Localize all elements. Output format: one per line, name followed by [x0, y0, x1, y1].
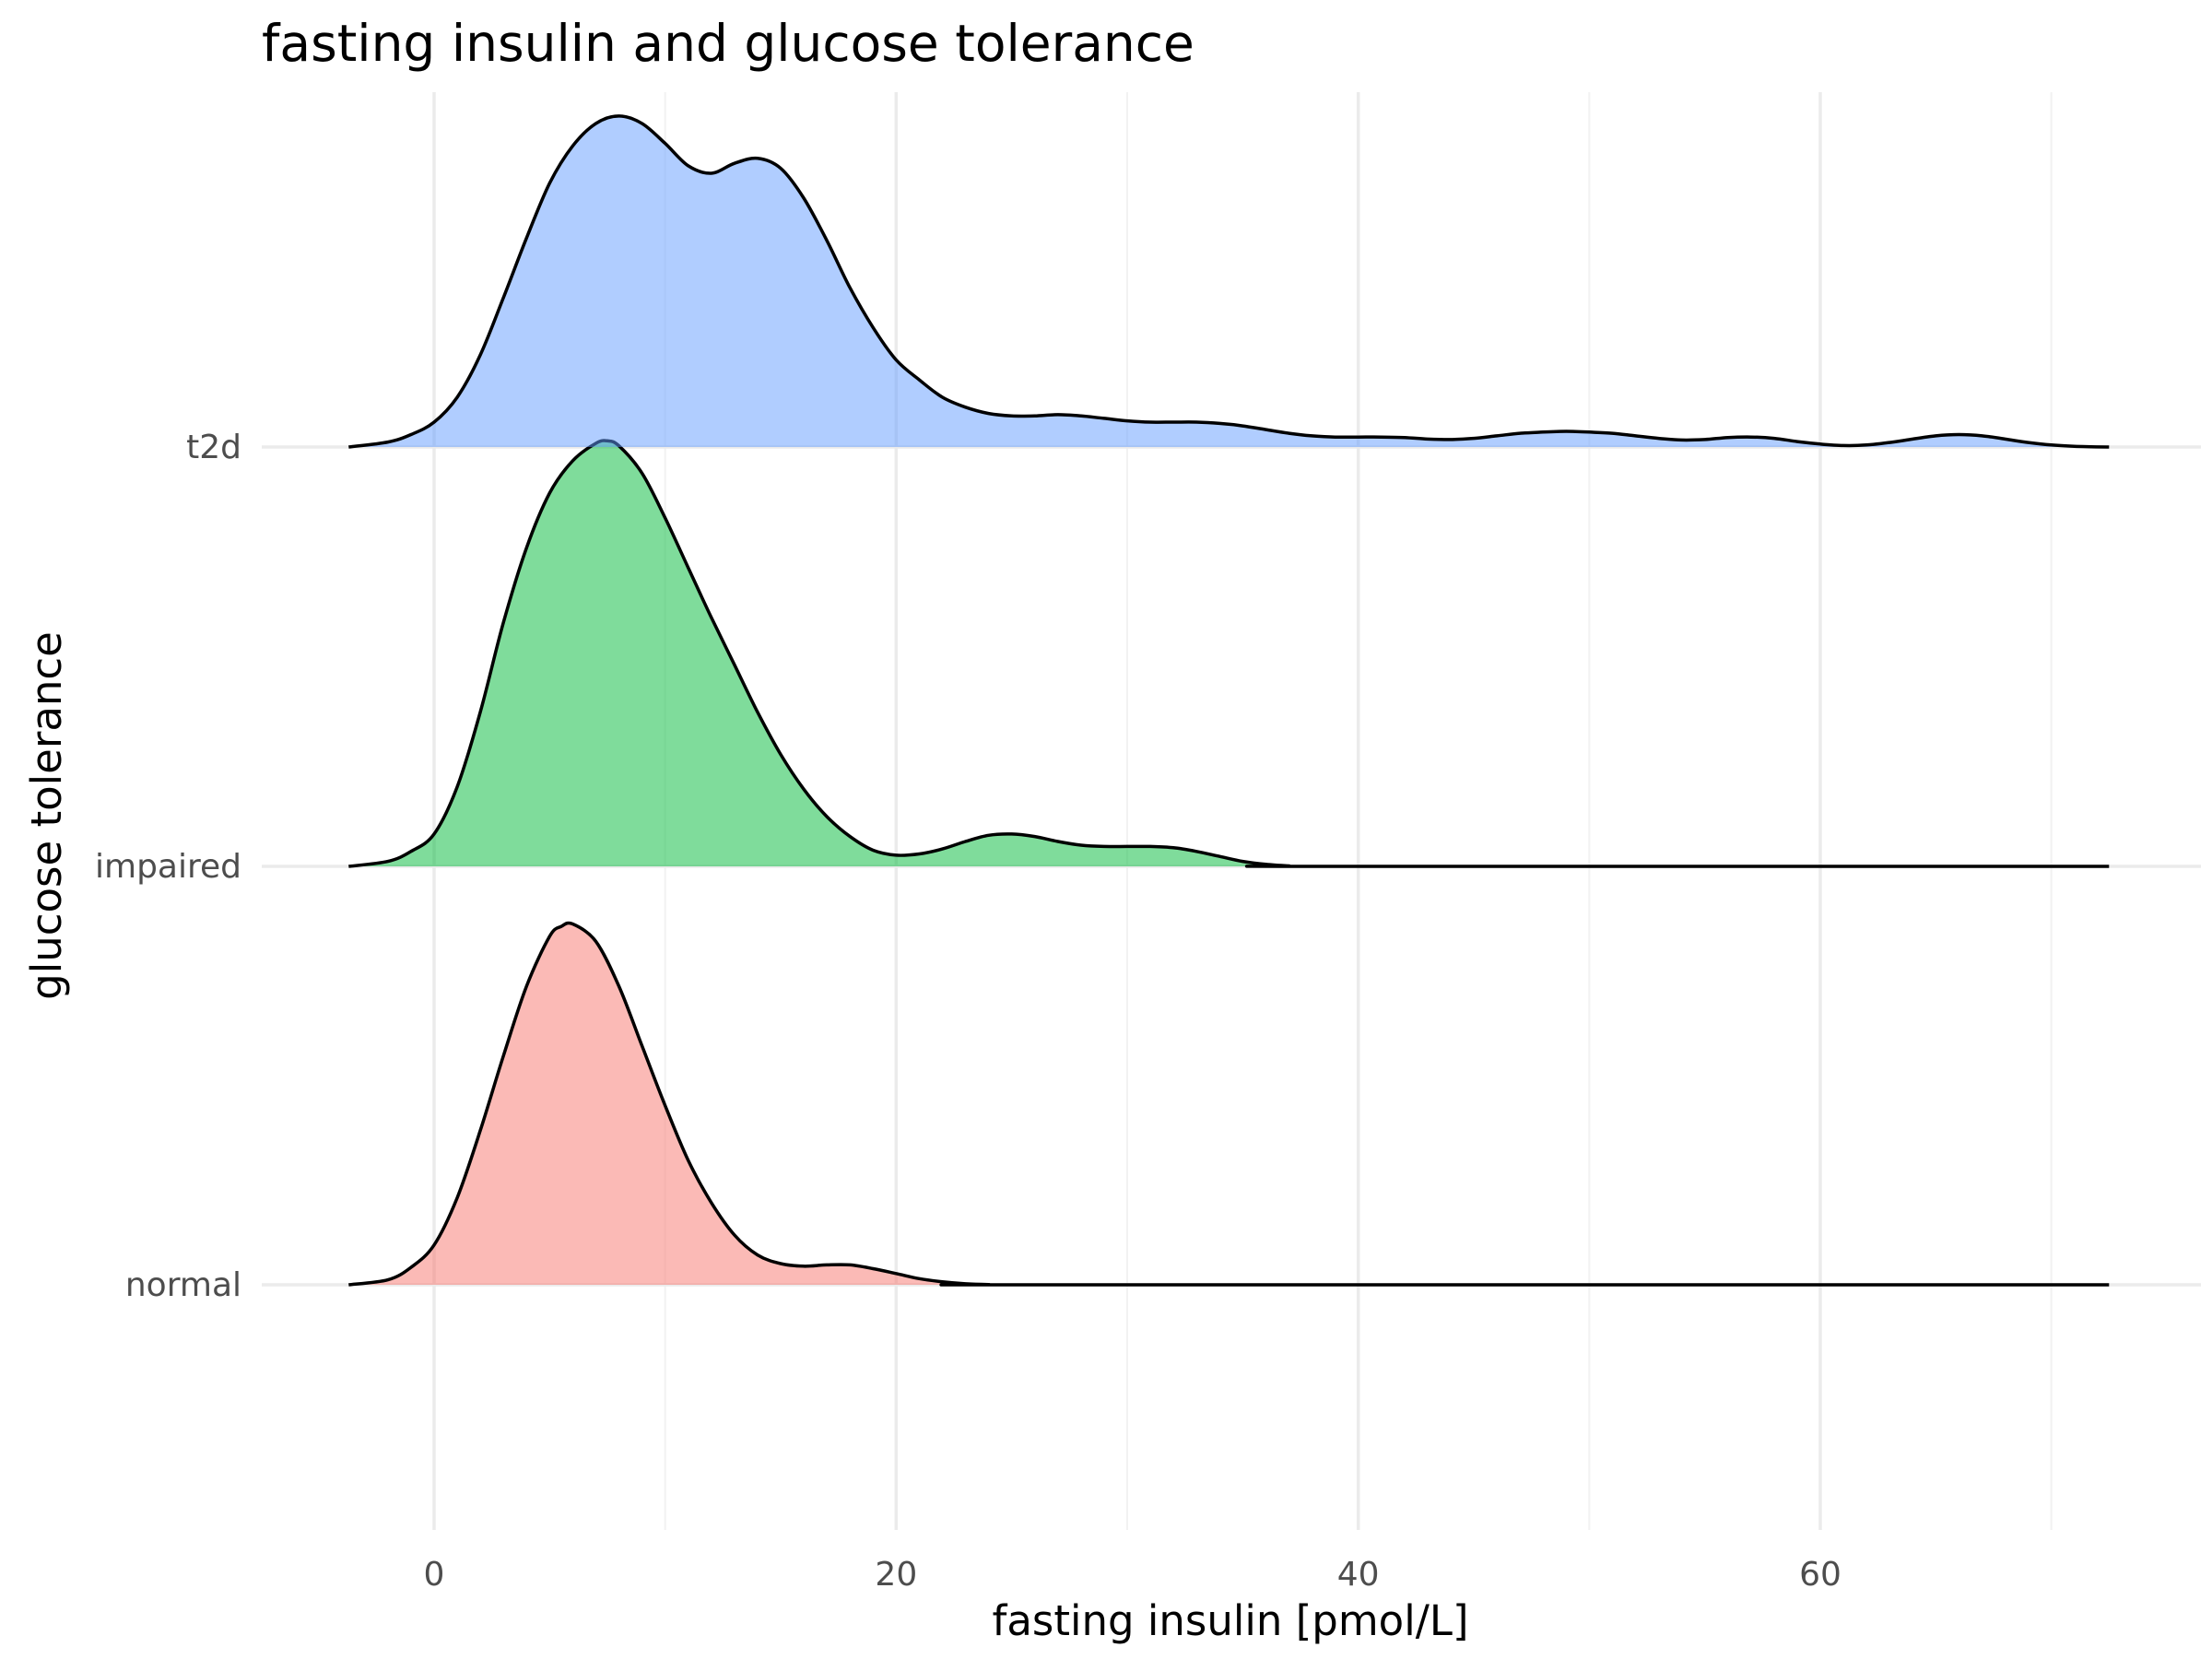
y-axis-label: glucose tolerance — [22, 631, 71, 1000]
x-tick-label: 0 — [424, 1556, 445, 1594]
x-axis-label: fasting insulin [pmol/L] — [993, 1596, 1469, 1645]
ridge-fill-impaired — [348, 441, 2110, 867]
ridge-line-impaired — [348, 439, 2110, 868]
ridge-fill-normal — [348, 923, 2110, 1285]
y-tick-label-impaired: impaired — [95, 848, 241, 886]
chart-title: fasting insulin and glucose tolerance — [262, 14, 1194, 73]
y-tick-label-t2d: t2d — [186, 429, 241, 466]
ridge-line-normal — [348, 921, 2110, 1287]
x-tick-label: 20 — [875, 1556, 917, 1594]
ridges — [348, 114, 2110, 1287]
y-tick-label-normal: normal — [125, 1266, 241, 1304]
x-tick-label: 40 — [1337, 1556, 1380, 1594]
ridge-line-t2d — [348, 114, 2110, 449]
x-axis-ticks: 0 20 40 60 — [424, 1556, 1841, 1594]
y-axis-ticks: normal impaired t2d — [95, 429, 241, 1304]
x-tick-label: 60 — [1799, 1556, 1841, 1594]
ridge-fill-t2d — [348, 115, 2110, 448]
